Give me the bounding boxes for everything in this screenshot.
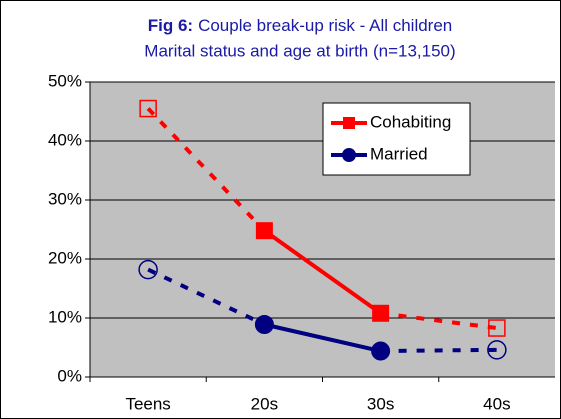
marker <box>488 319 506 337</box>
chart-title: Fig 6: Couple break-up risk - All childre… <box>148 16 453 35</box>
line-segment <box>263 229 382 315</box>
line-segment <box>380 347 497 354</box>
chart-subtitle: Marital status and age at birth (n=13,15… <box>144 41 455 60</box>
legend-label: Cohabiting <box>370 112 451 131</box>
y-tick-label: 30% <box>48 189 82 208</box>
y-tick-label: 40% <box>48 130 82 149</box>
x-tick-label: 20s <box>251 394 278 413</box>
legend-marker <box>342 148 356 162</box>
marker <box>371 341 391 361</box>
marker <box>255 222 273 240</box>
y-tick-label: 20% <box>48 248 82 267</box>
legend-label: Married <box>370 144 428 163</box>
y-tick-label: 50% <box>48 71 82 90</box>
marker <box>138 259 158 280</box>
y-tick-label: 10% <box>48 307 82 326</box>
x-tick-label: 40s <box>483 394 510 413</box>
line-segment <box>263 322 382 353</box>
title-label: Fig 6: <box>148 16 193 35</box>
marker <box>372 304 390 322</box>
title-text: Couple break-up risk - All children <box>198 16 452 35</box>
x-tick-label: Teens <box>125 394 170 413</box>
marker <box>139 99 157 118</box>
legend-marker <box>343 117 355 129</box>
y-tick-label: 0% <box>57 366 82 385</box>
marker <box>254 314 274 334</box>
marker <box>487 340 507 360</box>
x-tick-label: 30s <box>367 394 394 413</box>
line-segment <box>380 311 498 331</box>
legend-box <box>322 102 471 176</box>
line-segment <box>147 267 266 327</box>
